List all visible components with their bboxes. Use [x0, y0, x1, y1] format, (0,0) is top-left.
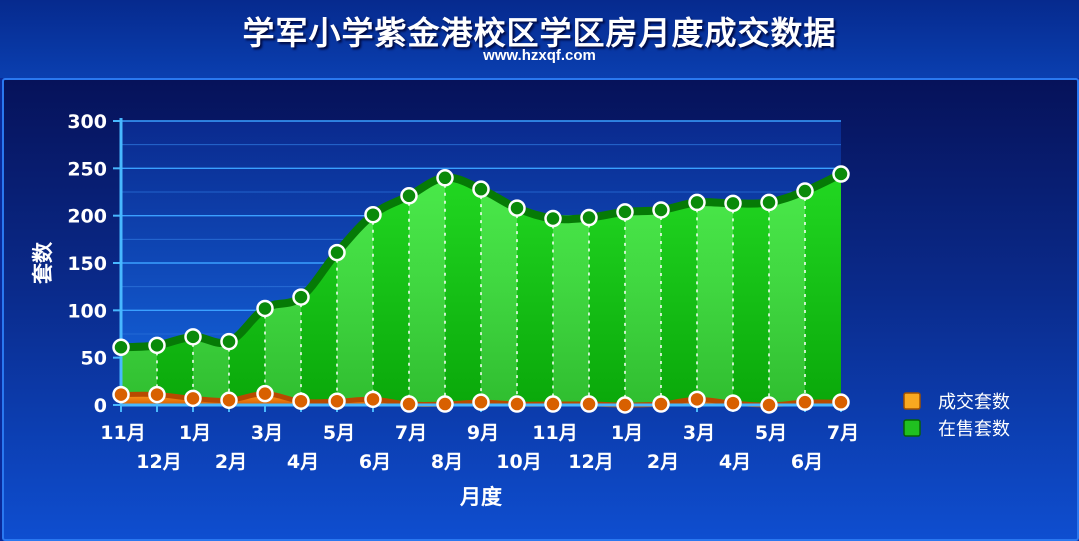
x-tick-label: 6月 — [791, 451, 823, 473]
area-stripe — [769, 191, 805, 405]
x-tick-label: 8月 — [431, 451, 463, 473]
area-stripe — [409, 177, 445, 405]
x-tick-label: 5月 — [755, 422, 787, 444]
x-tick-label: 6月 — [359, 451, 391, 473]
x-tick-label: 2月 — [647, 451, 679, 473]
data-point — [220, 391, 238, 410]
data-point — [688, 390, 706, 409]
data-point — [832, 165, 850, 183]
data-point — [580, 395, 598, 413]
data-point — [796, 182, 814, 200]
y-tick-label: 250 — [67, 158, 107, 180]
data-point — [724, 194, 742, 213]
data-point — [472, 393, 490, 411]
y-tick-label: 0 — [94, 395, 107, 417]
data-point — [616, 396, 634, 414]
data-point — [148, 336, 166, 355]
legend-swatch — [903, 419, 921, 437]
y-tick-label: 300 — [67, 111, 107, 133]
data-point — [832, 393, 850, 411]
data-point — [292, 288, 310, 306]
area-stripe — [121, 345, 157, 405]
data-point — [760, 193, 778, 212]
x-tick-label: 2月 — [215, 451, 247, 473]
x-tick-label: 11月 — [532, 422, 577, 444]
site-url: www.hzxqf.com — [483, 47, 596, 64]
data-point — [148, 385, 166, 404]
y-tick-label: 150 — [67, 253, 107, 275]
x-tick-label: 10月 — [496, 451, 541, 473]
x-tick-label: 9月 — [467, 422, 499, 444]
data-point — [112, 338, 130, 357]
x-tick-label: 4月 — [287, 451, 319, 473]
y-tick-label: 50 — [81, 348, 107, 370]
data-point — [508, 395, 526, 413]
data-point — [580, 208, 598, 227]
x-tick-label: 5月 — [323, 422, 355, 444]
data-point — [400, 187, 418, 205]
legend-label: 在售套数 — [938, 419, 1010, 440]
x-tick-label: 12月 — [136, 451, 181, 473]
data-point — [364, 205, 382, 224]
x-tick-label: 1月 — [179, 422, 211, 444]
data-point — [256, 299, 274, 318]
data-point — [184, 328, 202, 346]
data-point — [328, 243, 346, 262]
data-point — [292, 392, 310, 410]
data-point — [472, 180, 490, 198]
data-point — [652, 395, 670, 413]
data-point — [508, 199, 526, 217]
x-tick-label: 11月 — [100, 422, 145, 444]
data-point — [724, 394, 742, 412]
data-point — [652, 201, 670, 219]
data-point — [616, 203, 634, 221]
data-point — [220, 332, 238, 351]
data-point — [436, 169, 454, 187]
data-point — [796, 393, 814, 411]
data-point — [760, 396, 778, 414]
data-point — [544, 395, 562, 413]
area-stripe — [553, 217, 589, 405]
data-point — [688, 193, 706, 212]
header-bar: 学军小学紫金港校区学区房月度成交数据 www.hzxqf.com — [0, 0, 1079, 78]
area-stripe — [625, 209, 661, 405]
x-tick-label: 7月 — [827, 422, 859, 444]
x-tick-label: 4月 — [719, 451, 751, 473]
data-point — [436, 395, 454, 413]
data-point — [184, 389, 202, 408]
y-tick-label: 200 — [67, 206, 107, 228]
legend-label: 成交套数 — [938, 392, 1010, 413]
x-tick-label: 12月 — [568, 451, 613, 473]
data-point — [112, 385, 130, 404]
x-axis-title: 月度 — [459, 485, 502, 509]
chart-title: 学军小学紫金港校区学区房月度成交数据 — [242, 14, 837, 52]
area-stripe — [481, 189, 517, 405]
x-tick-label: 3月 — [683, 422, 715, 444]
data-point — [256, 384, 274, 403]
data-point — [544, 209, 562, 228]
data-point — [328, 392, 346, 410]
y-axis-title: 套数 — [31, 241, 55, 284]
x-tick-label: 1月 — [611, 422, 643, 444]
data-point — [400, 395, 418, 413]
area-stripe — [193, 336, 229, 405]
y-tick-label: 100 — [67, 300, 107, 322]
x-tick-label: 3月 — [251, 422, 283, 444]
legend-swatch — [903, 392, 921, 410]
x-tick-label: 7月 — [395, 422, 427, 444]
area-stripe — [337, 214, 373, 405]
area-stripe — [697, 202, 733, 405]
area-stripe — [265, 297, 301, 405]
data-point — [364, 390, 382, 409]
